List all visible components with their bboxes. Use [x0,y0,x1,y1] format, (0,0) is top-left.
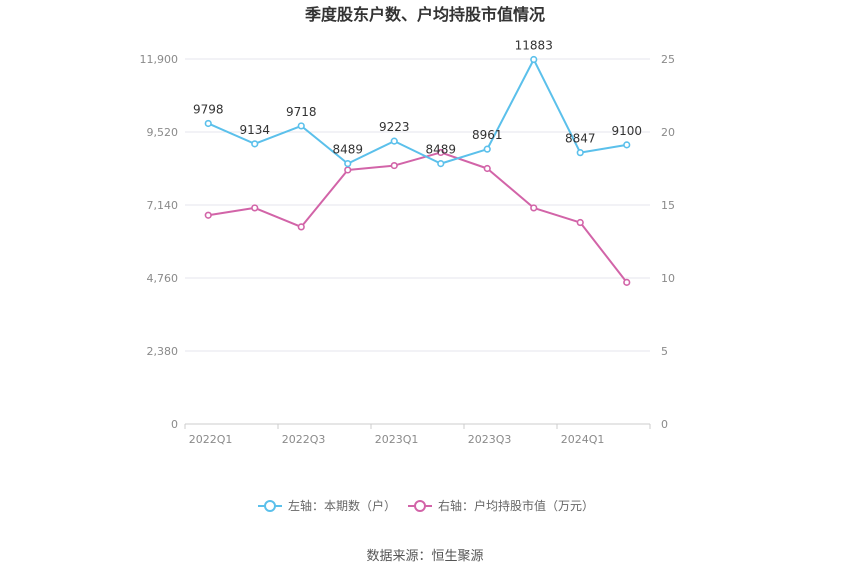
point-right [576,218,584,227]
legend-label: 右轴：户均持股市值（万元） [438,498,594,513]
y-right-tick-label: 5 [661,345,668,358]
data-label: 8847 [565,132,596,146]
y-right-tick-label: 15 [661,199,675,212]
y-right-tick-label: 20 [661,126,675,139]
point-right [344,166,352,174]
legend-swatch-marker [414,500,426,512]
point-left [251,140,259,148]
point-right [483,164,491,173]
data-label: 8489 [332,143,363,157]
y-left-tick-label: 11,900 [140,53,179,66]
point-left [204,119,212,128]
point-left [437,160,445,168]
data-label: 9223 [379,120,410,134]
point-right [390,161,398,170]
y-right-tick-label: 0 [661,418,668,431]
y-left-tick-label: 2,380 [147,345,179,358]
data-label: 9718 [286,105,317,119]
y-left-tick-label: 4,760 [147,272,179,285]
data-label: 9798 [193,102,224,116]
legend-label: 左轴：本期数（户） [288,498,396,513]
series-layer [204,55,631,286]
data-label: 11883 [515,39,553,53]
point-left [297,122,305,130]
series-line-left [207,58,627,165]
chart-title: 季度股东户数、户均持股市值情况 [304,5,545,24]
point-right [251,204,259,212]
point-left [483,145,491,153]
x-tick-label: 2024Q1 [561,433,605,446]
y-left-tick-label: 9,520 [147,126,179,139]
axes: 0 0 2,380 5 4,760 10 7,140 15 9,520 20 11,900 25 202… [140,53,676,446]
legend-item: 左轴：本期数（户） [258,498,396,513]
point-left [576,149,584,157]
point-right [297,223,305,231]
point-left [344,160,352,168]
legend-swatch-marker [264,500,276,512]
y-right-tick-label: 25 [661,53,675,66]
y-left-tick-label: 7,140 [147,199,179,212]
source-note: 数据来源：恒生聚源 [366,549,483,564]
point-left [530,55,538,64]
data-label: 9134 [239,123,270,137]
data-labels: 9798 9134 9718 8489 9223 8489 8961 11883 8847 910… [193,39,642,157]
x-tick-label: 2022Q3 [282,433,326,446]
y-right-tick-label: 10 [661,272,675,285]
x-tick-label: 2022Q1 [189,433,233,446]
x-tick-label: 2023Q1 [375,433,419,446]
point-right [530,204,538,212]
point-right [623,278,631,286]
point-left [623,141,631,149]
legend-item: 右轴：户均持股市值（万元） [408,498,594,513]
data-label: 8489 [425,143,456,157]
point-left [390,137,398,145]
grid [185,58,650,425]
legend: 左轴：本期数（户） 右轴：户均持股市值（万元） [258,498,594,513]
data-label: 9100 [611,124,642,138]
x-tick-label: 2023Q3 [468,433,512,446]
point-right [437,148,445,157]
series-line-right [208,151,628,283]
point-right [204,211,212,219]
y-left-tick-label: 0 [171,418,178,431]
data-label: 8961 [472,128,503,142]
